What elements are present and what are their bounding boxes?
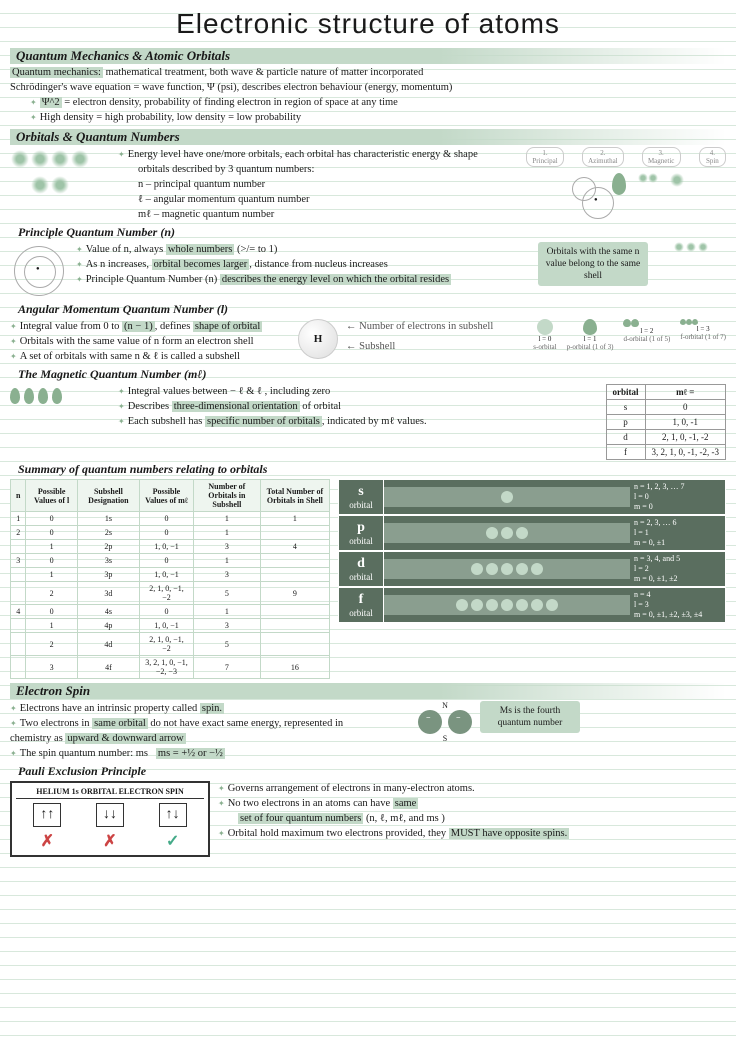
quantum-summary-table: nPossible Values of lSubshell Designatio… bbox=[10, 479, 330, 679]
s2-p1: Energy level have one/more orbitals, eac… bbox=[118, 148, 518, 162]
s2-header: Orbitals & Quantum Numbers bbox=[10, 129, 726, 145]
shell-diagram bbox=[656, 242, 726, 252]
s7-p4: The spin quantum number: ms ms = +½ or −… bbox=[10, 747, 410, 761]
page-title: Electronic structure of atoms bbox=[0, 0, 736, 44]
s5-p3: Each subshell has specific number of orb… bbox=[118, 415, 598, 429]
orbital-diagram-left bbox=[10, 147, 90, 197]
s1-p1: Quantum mechanics: mathematical treatmen… bbox=[10, 66, 726, 80]
s4-p2: Orbitals with the same value of n form a… bbox=[10, 335, 290, 349]
s3-p1: Value of n, always whole numbers (>/= to… bbox=[76, 243, 530, 257]
qn-tags: 1. Principal2. Azimuthal3. Magnetic4. Sp… bbox=[526, 147, 726, 205]
s4-p3: A set of orbitals with same n & ℓ is cal… bbox=[10, 350, 290, 364]
s7-p2: Two electrons in same orbital do not hav… bbox=[10, 717, 410, 731]
s7-p3: chemistry as upward & downward arrow bbox=[10, 732, 410, 746]
ml-diagram bbox=[10, 384, 110, 404]
s2-n: n – principal quantum number bbox=[138, 178, 518, 192]
s5-p2: Describes three-dimensional orientation … bbox=[118, 400, 598, 414]
s7-note: Ms is the fourth quantum number bbox=[480, 701, 580, 733]
orbital-shapes-row: l = 0s-orbital l = 1p-orbital (1 of 3) l… bbox=[533, 319, 726, 351]
s4-p1: Integral value from 0 to (n − 1), define… bbox=[10, 320, 290, 334]
orbital-cards: sorbitaln = 1, 2, 3, … 7l = 0m = 0porbit… bbox=[338, 479, 726, 623]
s1-p2: Schrödinger's wave equation = wave funct… bbox=[10, 81, 726, 95]
s5-header: The Magnetic Quantum Number (mℓ) bbox=[18, 367, 726, 382]
s2-p2: orbitals described by 3 quantum numbers: bbox=[138, 163, 518, 177]
atom-model-icon bbox=[14, 246, 64, 296]
ml-table: orbitalmℓ = s0 p1, 0, -1 d2, 1, 0, -1, -… bbox=[606, 384, 727, 460]
s3-p2: As n increases, orbital becomes larger, … bbox=[76, 258, 530, 272]
s7-header: Electron Spin bbox=[10, 683, 726, 699]
s4-header: Angular Momentum Quantum Number (l) bbox=[18, 302, 726, 317]
s8-p1: Governs arrangement of electrons in many… bbox=[218, 782, 726, 796]
helium-spin-box: HELIUM 1s ORBITAL ELECTRON SPIN ↑↑✗ ↓↓✗ … bbox=[10, 781, 210, 857]
s2-ml: mℓ – magnetic quantum number bbox=[138, 208, 518, 222]
s1-header: Quantum Mechanics & Atomic Orbitals bbox=[10, 48, 726, 64]
spin-diagram: N S bbox=[418, 701, 472, 743]
subshell-labels: ← Number of electrons in subshell ← Subs… bbox=[346, 319, 525, 355]
s7-p1: Electrons have an intrinsic property cal… bbox=[10, 702, 410, 716]
s3-note: Orbitals with the same n value belong to… bbox=[538, 242, 648, 286]
s2-l: ℓ – angular momentum quantum number bbox=[138, 193, 518, 207]
s3-p3: Principle Quantum Number (n) describes t… bbox=[76, 273, 530, 287]
s3-header: Principle Quantum Number (n) bbox=[18, 225, 726, 240]
s5-p1: Integral values between − ℓ & ℓ , includ… bbox=[118, 385, 598, 399]
s1-p3: Ψ^2 = electron density, probability of f… bbox=[30, 96, 726, 110]
s8-p2: No two electrons in an atoms can have sa… bbox=[218, 797, 726, 811]
s8-header: Pauli Exclusion Principle bbox=[18, 764, 726, 779]
h-sphere-icon: H bbox=[298, 319, 338, 359]
s8-p3: set of four quantum numbers (n, ℓ, mℓ, a… bbox=[238, 812, 726, 826]
s8-p4: Orbital hold maximum two electrons provi… bbox=[218, 827, 726, 841]
s6-header: Summary of quantum numbers relating to o… bbox=[18, 462, 726, 477]
s1-p4: High density = high probability, low den… bbox=[30, 111, 726, 125]
